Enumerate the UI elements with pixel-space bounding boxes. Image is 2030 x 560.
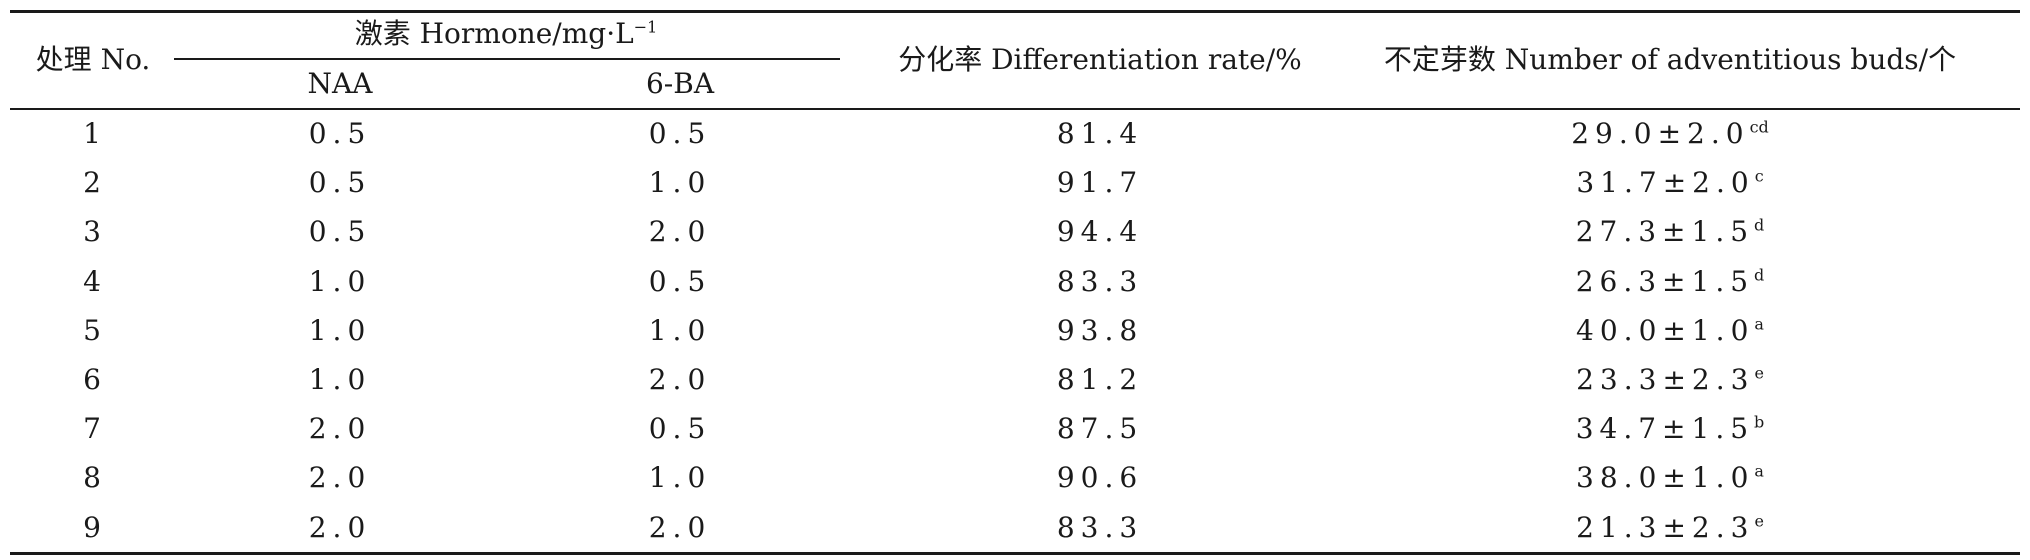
significance-letter: a <box>1754 462 1764 482</box>
header-naa: NAA <box>307 67 373 100</box>
cell-rate: 83.3 <box>1056 264 1144 298</box>
header-hormone-unit-exponent: −1 <box>633 17 658 37</box>
cell-naa: 2.0 <box>308 412 372 446</box>
cell-ba: 0.5 <box>648 412 712 446</box>
cell-ba: 1.0 <box>648 461 712 495</box>
cell-buds-value: 23.3±2.3 <box>1576 363 1755 396</box>
cell-ba: 2.0 <box>648 215 712 249</box>
cell-ba: 2.0 <box>648 510 712 544</box>
significance-letter: c <box>1754 166 1764 186</box>
cell-naa: 1.0 <box>308 363 372 396</box>
header-rule <box>10 108 2020 110</box>
significance-letter: cd <box>1749 117 1769 137</box>
cell-buds-value: 38.0±1.0 <box>1576 461 1755 495</box>
cell-naa: 1.0 <box>308 264 372 298</box>
cell-buds-value: 31.7±2.0 <box>1576 166 1755 200</box>
cell-buds: 38.0±1.0a <box>1576 460 1764 496</box>
header-hormone: 激素 Hormone/mg·L−1 <box>355 16 658 52</box>
cell-naa: 0.5 <box>308 166 372 200</box>
cell-no: 9 <box>83 510 101 544</box>
cell-no: 4 <box>83 264 101 298</box>
cell-rate: 93.8 <box>1056 313 1144 347</box>
cell-buds-value: 34.7±1.5 <box>1575 412 1755 446</box>
header-hormone-label: 激素 Hormone/mg·L <box>354 17 634 50</box>
cell-rate: 91.7 <box>1056 166 1144 200</box>
cell-naa: 2.0 <box>308 510 372 544</box>
header-adventitious-buds: 不定芽数 Number of adventitious buds/个 <box>1383 43 1957 76</box>
cell-ba: 0.5 <box>648 117 712 150</box>
significance-letter: d <box>1754 265 1765 285</box>
significance-letter: d <box>1754 216 1765 236</box>
cell-buds-value: 27.3±1.5 <box>1575 215 1755 249</box>
cell-buds: 23.3±2.3e <box>1576 362 1764 398</box>
cell-rate: 81.4 <box>1056 117 1144 150</box>
cell-no: 5 <box>83 313 101 347</box>
cell-buds-value: 21.3±2.3 <box>1576 510 1755 544</box>
cell-ba: 1.0 <box>648 313 712 347</box>
cell-buds: 27.3±1.5d <box>1576 214 1765 250</box>
significance-letter: e <box>1754 363 1764 383</box>
cell-buds-value: 26.3±1.5 <box>1575 264 1755 298</box>
significance-letter: b <box>1754 412 1765 432</box>
cell-buds: 26.3±1.5d <box>1576 264 1765 300</box>
header-6ba: 6-BA <box>645 67 715 100</box>
cell-no: 2 <box>83 166 101 200</box>
cell-no: 1 <box>83 117 101 150</box>
cell-rate: 94.4 <box>1056 215 1144 249</box>
bottom-rule <box>10 552 2020 555</box>
cell-rate: 87.5 <box>1056 412 1144 446</box>
cell-naa: 0.5 <box>308 215 372 249</box>
cell-naa: 0.5 <box>308 117 372 150</box>
cell-naa: 2.0 <box>308 461 372 495</box>
header-treatment: 处理 No. <box>35 43 151 76</box>
cell-ba: 0.5 <box>648 264 712 298</box>
header-differentiation-rate: 分化率 Differentiation rate/% <box>898 43 1302 76</box>
cell-rate: 81.2 <box>1056 363 1144 396</box>
cell-buds: 31.7±2.0c <box>1576 165 1763 201</box>
cell-no: 7 <box>83 412 101 446</box>
cell-ba: 2.0 <box>648 363 712 396</box>
top-rule <box>10 10 2020 13</box>
significance-letter: e <box>1754 511 1764 531</box>
cell-rate: 90.6 <box>1056 461 1144 495</box>
cell-buds-value: 29.0±2.0 <box>1571 117 1750 150</box>
cell-rate: 83.3 <box>1056 510 1144 544</box>
cell-no: 3 <box>83 215 101 249</box>
cell-buds: 34.7±1.5b <box>1576 411 1765 447</box>
cell-ba: 1.0 <box>648 166 712 200</box>
cell-buds: 21.3±2.3e <box>1576 510 1764 546</box>
cell-buds-value: 40.0±1.0 <box>1576 313 1755 347</box>
significance-letter: a <box>1754 314 1764 334</box>
hormone-group-rule <box>174 58 840 60</box>
cell-buds: 40.0±1.0a <box>1576 313 1764 349</box>
cell-naa: 1.0 <box>308 313 372 347</box>
cell-no: 8 <box>83 461 101 495</box>
cell-no: 6 <box>83 363 101 396</box>
cell-buds: 29.0±2.0cd <box>1571 116 1769 152</box>
